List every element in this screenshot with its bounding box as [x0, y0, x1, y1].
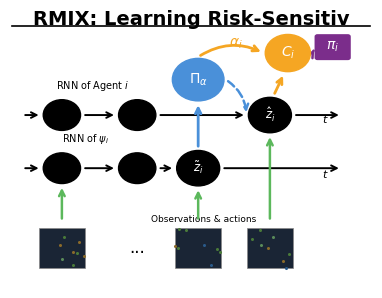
Circle shape [118, 153, 156, 184]
Circle shape [43, 153, 81, 184]
Text: $C_i$: $C_i$ [281, 45, 295, 61]
Circle shape [172, 58, 224, 101]
Circle shape [265, 35, 311, 72]
Text: ...: ... [129, 239, 145, 257]
Text: $\alpha_i$: $\alpha_i$ [229, 37, 243, 51]
Text: RNN of $\psi_i$: RNN of $\psi_i$ [62, 132, 109, 146]
Text: $\Pi_{\alpha}$: $\Pi_{\alpha}$ [189, 72, 207, 88]
FancyBboxPatch shape [314, 34, 351, 60]
FancyBboxPatch shape [175, 228, 222, 268]
Text: Observations & actions: Observations & actions [151, 215, 256, 224]
Text: $t$: $t$ [322, 114, 329, 125]
Circle shape [248, 97, 291, 133]
FancyBboxPatch shape [247, 228, 293, 268]
Text: $\pi_i$: $\pi_i$ [326, 40, 339, 54]
Text: $t$: $t$ [322, 168, 329, 180]
Circle shape [43, 100, 81, 131]
FancyBboxPatch shape [39, 228, 85, 268]
Text: RNN of Agent $i$: RNN of Agent $i$ [56, 79, 129, 93]
Text: $\tilde{z}_i$: $\tilde{z}_i$ [193, 160, 204, 176]
Circle shape [118, 100, 156, 131]
Text: $\hat{z}_i$: $\hat{z}_i$ [265, 106, 275, 124]
Circle shape [176, 150, 220, 186]
Text: RMIX: Learning Risk-Sensitiv: RMIX: Learning Risk-Sensitiv [33, 10, 349, 29]
